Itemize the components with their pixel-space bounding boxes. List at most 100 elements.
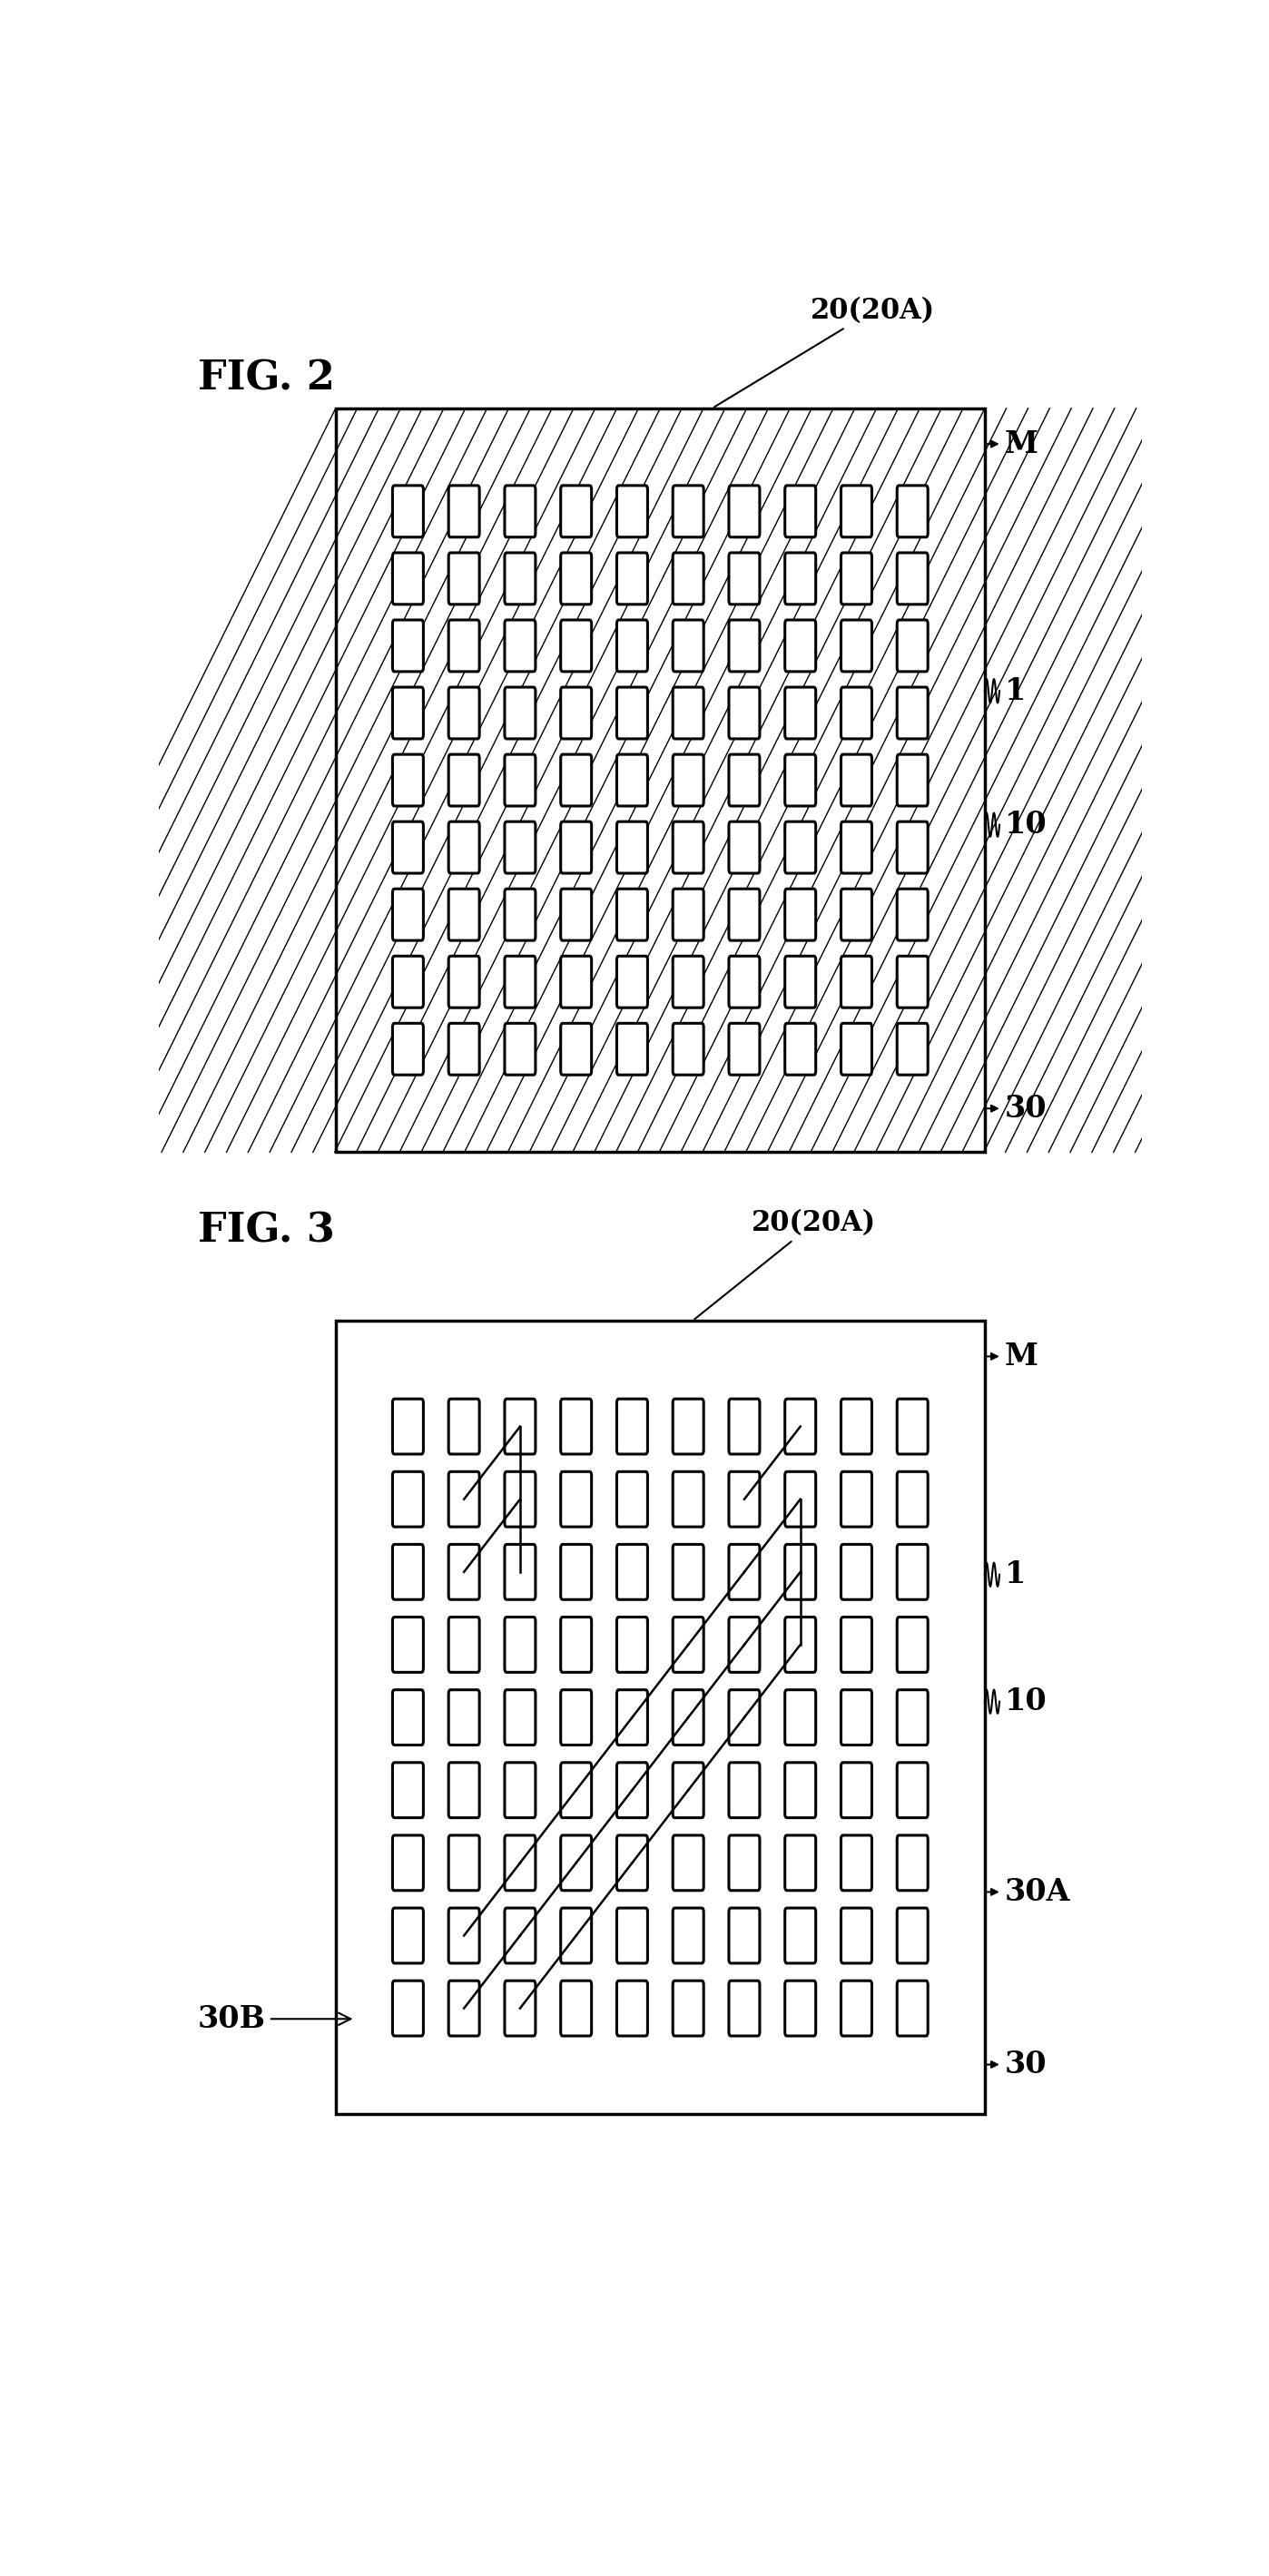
FancyBboxPatch shape [897,1690,928,1744]
FancyBboxPatch shape [786,1909,816,1963]
FancyBboxPatch shape [505,1690,536,1744]
FancyBboxPatch shape [505,1762,536,1819]
FancyBboxPatch shape [448,1981,480,2035]
FancyBboxPatch shape [728,554,760,605]
FancyBboxPatch shape [505,484,536,538]
FancyBboxPatch shape [392,1909,424,1963]
FancyBboxPatch shape [448,755,480,806]
FancyBboxPatch shape [841,822,872,873]
FancyBboxPatch shape [841,554,872,605]
FancyBboxPatch shape [897,688,928,739]
FancyBboxPatch shape [728,1399,760,1453]
FancyBboxPatch shape [505,621,536,672]
FancyBboxPatch shape [897,484,928,538]
FancyBboxPatch shape [392,1471,424,1528]
FancyBboxPatch shape [561,1690,591,1744]
FancyBboxPatch shape [673,1546,703,1600]
Text: M: M [987,1342,1038,1370]
FancyBboxPatch shape [897,1471,928,1528]
FancyBboxPatch shape [505,956,536,1007]
FancyBboxPatch shape [786,1471,816,1528]
FancyBboxPatch shape [897,1399,928,1453]
FancyBboxPatch shape [448,1399,480,1453]
Text: 1: 1 [1005,675,1025,706]
FancyBboxPatch shape [392,1399,424,1453]
FancyBboxPatch shape [841,889,872,940]
FancyBboxPatch shape [505,1909,536,1963]
FancyBboxPatch shape [561,484,591,538]
FancyBboxPatch shape [448,554,480,605]
FancyBboxPatch shape [561,1909,591,1963]
FancyBboxPatch shape [897,889,928,940]
FancyBboxPatch shape [392,1618,424,1672]
FancyBboxPatch shape [505,755,536,806]
FancyBboxPatch shape [728,889,760,940]
FancyBboxPatch shape [561,1471,591,1528]
FancyBboxPatch shape [673,1981,703,2035]
FancyBboxPatch shape [897,1981,928,2035]
Bar [335,410,985,1151]
FancyBboxPatch shape [841,1023,872,1074]
FancyBboxPatch shape [561,822,591,873]
FancyBboxPatch shape [392,484,424,538]
FancyBboxPatch shape [728,1471,760,1528]
FancyBboxPatch shape [728,1618,760,1672]
FancyBboxPatch shape [786,956,816,1007]
FancyBboxPatch shape [561,1023,591,1074]
FancyBboxPatch shape [561,621,591,672]
FancyBboxPatch shape [786,755,816,806]
Text: 10: 10 [1005,809,1047,840]
FancyBboxPatch shape [897,1909,928,1963]
FancyBboxPatch shape [897,1762,928,1819]
FancyBboxPatch shape [617,755,647,806]
FancyBboxPatch shape [841,1618,872,1672]
FancyBboxPatch shape [617,956,647,1007]
FancyBboxPatch shape [392,621,424,672]
Text: 10: 10 [1005,1687,1047,1716]
FancyBboxPatch shape [561,755,591,806]
FancyBboxPatch shape [617,1834,647,1891]
FancyBboxPatch shape [897,621,928,672]
FancyBboxPatch shape [617,1471,647,1528]
Text: FIG. 3: FIG. 3 [198,1211,335,1252]
FancyBboxPatch shape [448,484,480,538]
FancyBboxPatch shape [673,688,703,739]
FancyBboxPatch shape [392,1762,424,1819]
FancyBboxPatch shape [673,822,703,873]
Text: FIG. 2: FIG. 2 [198,358,335,397]
FancyBboxPatch shape [448,822,480,873]
FancyBboxPatch shape [673,554,703,605]
FancyBboxPatch shape [448,1834,480,1891]
FancyBboxPatch shape [617,1690,647,1744]
FancyBboxPatch shape [617,1399,647,1453]
FancyBboxPatch shape [897,755,928,806]
FancyBboxPatch shape [841,1399,872,1453]
FancyBboxPatch shape [728,1546,760,1600]
FancyBboxPatch shape [728,755,760,806]
FancyBboxPatch shape [728,484,760,538]
Text: M: M [987,430,1038,459]
FancyBboxPatch shape [561,554,591,605]
FancyBboxPatch shape [786,1762,816,1819]
FancyBboxPatch shape [897,822,928,873]
FancyBboxPatch shape [561,889,591,940]
FancyBboxPatch shape [505,1546,536,1600]
FancyBboxPatch shape [561,1834,591,1891]
FancyBboxPatch shape [392,1981,424,2035]
FancyBboxPatch shape [673,889,703,940]
Text: 20(20A): 20(20A) [694,1208,876,1319]
FancyBboxPatch shape [786,688,816,739]
FancyBboxPatch shape [505,822,536,873]
FancyBboxPatch shape [448,688,480,739]
FancyBboxPatch shape [448,1618,480,1672]
FancyBboxPatch shape [728,1023,760,1074]
Text: 30B: 30B [198,2004,350,2035]
FancyBboxPatch shape [617,1762,647,1819]
FancyBboxPatch shape [505,1618,536,1672]
FancyBboxPatch shape [673,1834,703,1891]
FancyBboxPatch shape [786,822,816,873]
FancyBboxPatch shape [505,889,536,940]
FancyBboxPatch shape [617,1981,647,2035]
FancyBboxPatch shape [786,1618,816,1672]
FancyBboxPatch shape [841,1909,872,1963]
